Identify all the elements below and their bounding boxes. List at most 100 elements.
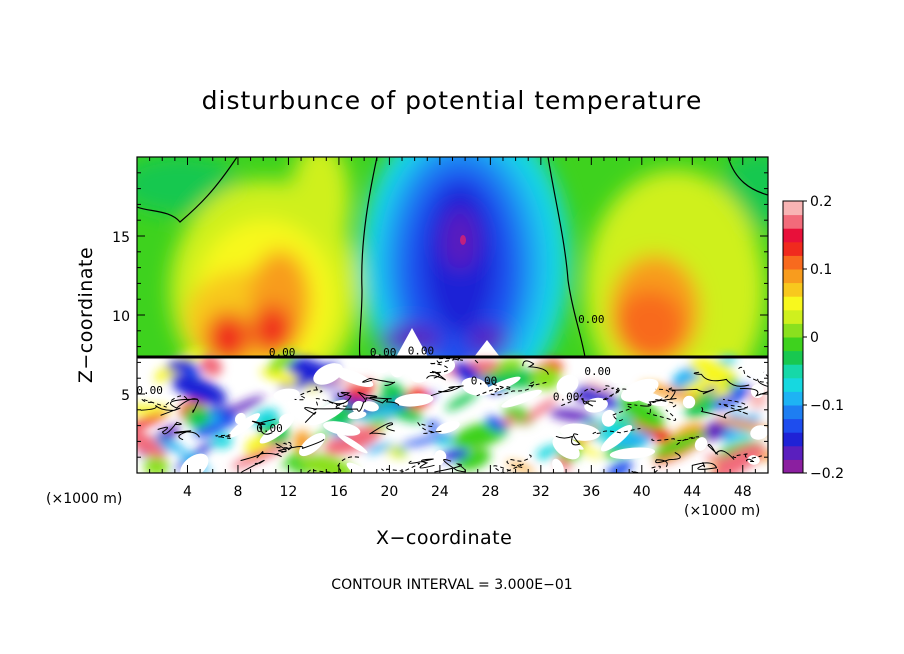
- turbulence-contour: [240, 450, 282, 462]
- turbulence-contour: [408, 458, 435, 469]
- turbulence-gap: [323, 421, 361, 436]
- turbulence-contour: [718, 398, 749, 415]
- turbulence-contour: [693, 371, 750, 387]
- contour-label: 0.00: [553, 390, 580, 403]
- y-tick-label: 10: [112, 309, 130, 325]
- turbulence-gap: [407, 454, 446, 473]
- turbulence-gap: [228, 413, 261, 438]
- x-tick-label: 24: [431, 484, 449, 500]
- turbulence-contour: [274, 441, 293, 456]
- turbulence-contour: [490, 380, 548, 396]
- turbulence-gap: [694, 437, 708, 451]
- turbulence-contour: [602, 387, 627, 401]
- turbulence-blob: [394, 447, 407, 456]
- contour-label: 0.00: [370, 346, 397, 359]
- turbulence-contour: [240, 459, 265, 473]
- turbulence-gap: [461, 377, 489, 396]
- x-tick-label: 44: [683, 484, 701, 500]
- turbulence-gap: [750, 425, 768, 440]
- turbulence-blob: [170, 374, 227, 405]
- turbulence-gap: [308, 399, 348, 426]
- turbulence-gap: [346, 462, 372, 473]
- lower-turbulent-layer: [137, 348, 768, 473]
- colorbar-swatch: [783, 418, 803, 433]
- colorbar-swatch: [783, 459, 803, 474]
- turbulence-blob: [519, 396, 558, 426]
- turbulence-contour: [652, 388, 677, 408]
- colorbar-swatch: [783, 350, 803, 365]
- contour-label: 0.00: [578, 313, 605, 326]
- turbulence-contour: [522, 360, 549, 375]
- colorbar: 0.2 0.1 0 −0.1 −0.2: [782, 194, 844, 482]
- turbulence-gap: [434, 450, 447, 463]
- turbulence-blob: [364, 443, 395, 453]
- turbulence-blob: [137, 411, 170, 433]
- turbulence-contour: [140, 405, 181, 416]
- x-axis: 4 8 12 16 20 24 28 32 36 40 44 48: [149, 157, 756, 500]
- x-tick-label: 48: [734, 484, 752, 500]
- turbulence-blob: [219, 412, 238, 427]
- turbulence-blob: [711, 385, 752, 410]
- turbulence-gap: [609, 447, 656, 460]
- turbulence-contour: [555, 433, 581, 446]
- contour-interval-note: CONTOUR INTERVAL = 3.000E−01: [331, 577, 573, 593]
- turbulence-contour: [655, 452, 681, 468]
- turbulence-gap: [629, 389, 669, 407]
- contour-label: 0.00: [136, 384, 163, 397]
- turbulence-blob: [689, 357, 735, 382]
- turbulence-contour: [369, 422, 395, 435]
- turbulence-gap: [436, 421, 460, 434]
- turbulence-blob: [548, 409, 595, 422]
- turbulence-gap: [429, 356, 456, 375]
- turbulence-contour: [506, 454, 532, 468]
- y-tick-label: 15: [112, 230, 130, 246]
- turbulence-gap: [337, 433, 368, 454]
- turbulence-gap: [410, 369, 430, 383]
- turbulence-blob: [357, 407, 399, 423]
- colorbar-swatch: [783, 432, 803, 447]
- colorbar-swatch: [783, 228, 803, 243]
- turbulence-blob: [200, 355, 223, 376]
- colorbar-swatch: [783, 405, 803, 420]
- turbulence-blob: [212, 433, 233, 449]
- turbulence-contour: [631, 465, 661, 473]
- turbulence-contour: [416, 422, 443, 434]
- turbulence-gap: [347, 411, 367, 420]
- contour-label: 0.00: [269, 346, 296, 359]
- turbulence-contour: [157, 421, 182, 435]
- x-tick-label: 12: [280, 484, 298, 500]
- turbulence-contour: [251, 418, 276, 435]
- y-tick-label: 5: [121, 388, 130, 404]
- turbulence-blob: [475, 357, 524, 380]
- chart-title: disturbunce of potential temperature: [201, 86, 703, 115]
- turbulence-blob: [653, 431, 706, 457]
- turbulence-contour: [646, 403, 677, 421]
- turbulence-contour: [304, 407, 340, 423]
- turbulence-blob: [426, 420, 441, 431]
- x-tick-label: 28: [481, 484, 499, 500]
- turbulence-contour: [173, 430, 200, 441]
- contour-label: 0.00: [471, 375, 498, 388]
- turbulence-contour: [739, 378, 768, 397]
- turbulence-contour: [428, 359, 454, 374]
- turbulence-gap: [352, 400, 365, 414]
- x-tick-label: 16: [330, 484, 348, 500]
- colorbar-swatch: [783, 201, 803, 216]
- y-axis-units: (×1000 m): [46, 491, 123, 507]
- colorbar-swatch: [783, 337, 803, 352]
- turbulence-gap: [556, 374, 579, 395]
- turbulence-contour: [592, 427, 641, 435]
- colorbar-tick-label: 0.1: [810, 262, 832, 278]
- colorbar-swatch: [783, 391, 803, 406]
- turbulence-contour: [668, 387, 715, 395]
- turbulence-blob: [268, 349, 297, 373]
- turbulence-gap: [682, 395, 696, 409]
- turbulence-gap: [501, 389, 542, 408]
- turbulence-blob: [397, 433, 453, 448]
- turbulence-blob: [485, 416, 507, 432]
- turbulence-blob: [137, 422, 166, 459]
- x-tick-label: 32: [532, 484, 550, 500]
- x-axis-label: X−coordinate: [376, 527, 513, 549]
- turbulence-blob: [166, 358, 196, 373]
- colorbar-tick-label: −0.2: [810, 466, 844, 482]
